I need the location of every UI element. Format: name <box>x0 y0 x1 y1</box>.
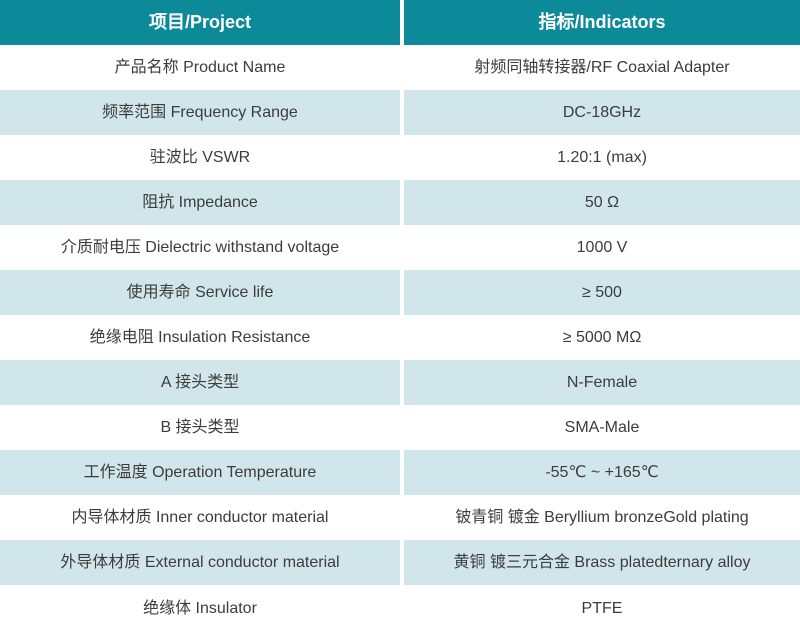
table-row: 绝缘电阻 Insulation Resistance ≥ 5000 MΩ <box>0 315 800 360</box>
table-row: 使用寿命 Service life ≥ 500 <box>0 270 800 315</box>
table-row: 介质耐电压 Dielectric withstand voltage 1000 … <box>0 225 800 270</box>
table-row: 阻抗 Impedance 50 Ω <box>0 180 800 225</box>
project-cell: 产品名称 Product Name <box>0 45 400 90</box>
table-header-row: 项目/Project 指标/Indicators <box>0 0 800 45</box>
table-row: 频率范围 Frequency Range DC-18GHz <box>0 90 800 135</box>
indicator-cell: 射频同轴转接器/RF Coaxial Adapter <box>404 45 800 90</box>
table-row: B 接头类型 SMA-Male <box>0 405 800 450</box>
indicator-cell: SMA-Male <box>404 405 800 450</box>
table-row: A 接头类型 N-Female <box>0 360 800 405</box>
header-project-cell: 项目/Project <box>0 0 400 45</box>
indicator-cell: 1.20:1 (max) <box>404 135 800 180</box>
header-indicators-cell: 指标/Indicators <box>404 0 800 45</box>
project-cell: 绝缘电阻 Insulation Resistance <box>0 315 400 360</box>
indicator-cell: PTFE <box>404 585 800 633</box>
indicator-cell: DC-18GHz <box>404 90 800 135</box>
indicator-cell: -55℃ ~ +165℃ <box>404 450 800 495</box>
project-cell: 阻抗 Impedance <box>0 180 400 225</box>
project-cell: 驻波比 VSWR <box>0 135 400 180</box>
indicator-cell: 1000 V <box>404 225 800 270</box>
indicator-cell: N-Female <box>404 360 800 405</box>
indicator-cell: 铍青铜 镀金 Beryllium bronzeGold plating <box>404 495 800 540</box>
indicator-cell: ≥ 500 <box>404 270 800 315</box>
project-cell: A 接头类型 <box>0 360 400 405</box>
table-row: 内导体材质 Inner conductor material 铍青铜 镀金 Be… <box>0 495 800 540</box>
table-row: 工作温度 Operation Temperature -55℃ ~ +165℃ <box>0 450 800 495</box>
project-cell: 使用寿命 Service life <box>0 270 400 315</box>
project-cell: 介质耐电压 Dielectric withstand voltage <box>0 225 400 270</box>
project-cell: 频率范围 Frequency Range <box>0 90 400 135</box>
table-row: 外导体材质 External conductor material 黄铜 镀三元… <box>0 540 800 585</box>
table-row: 驻波比 VSWR 1.20:1 (max) <box>0 135 800 180</box>
indicator-cell: ≥ 5000 MΩ <box>404 315 800 360</box>
project-cell: 内导体材质 Inner conductor material <box>0 495 400 540</box>
table-row: 产品名称 Product Name 射频同轴转接器/RF Coaxial Ada… <box>0 45 800 90</box>
indicator-cell: 黄铜 镀三元合金 Brass platedternary alloy <box>404 540 800 585</box>
project-cell: 绝缘体 Insulator <box>0 585 400 633</box>
indicator-cell: 50 Ω <box>404 180 800 225</box>
project-cell: B 接头类型 <box>0 405 400 450</box>
project-cell: 工作温度 Operation Temperature <box>0 450 400 495</box>
project-cell: 外导体材质 External conductor material <box>0 540 400 585</box>
table-row: 绝缘体 Insulator PTFE <box>0 585 800 633</box>
